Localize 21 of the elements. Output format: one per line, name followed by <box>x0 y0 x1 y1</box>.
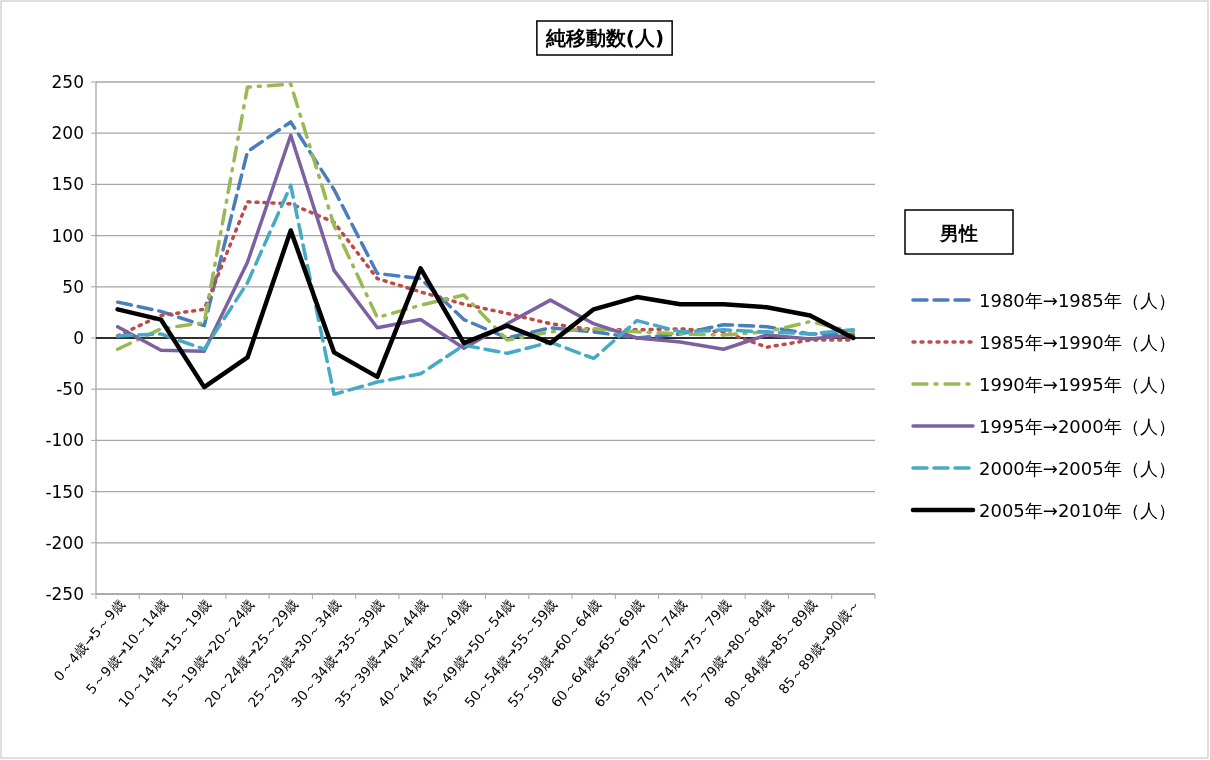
legend-label: 1985年→1990年（人） <box>979 332 1176 353</box>
y-tick-label: 50 <box>62 276 84 297</box>
legend-label: 1990年→1995年（人） <box>979 374 1176 395</box>
line-series <box>115 82 856 352</box>
chart-title: 純移動数(人) <box>544 26 665 50</box>
y-tick-label: 100 <box>51 225 84 246</box>
y-tick-label: -250 <box>45 584 84 604</box>
legend-title: 男性 <box>939 222 978 244</box>
legend-label: 2000年→2005年（人） <box>979 458 1176 479</box>
y-tick-label: 150 <box>51 174 84 195</box>
legend-label: 1980年→1985年（人） <box>979 290 1176 311</box>
y-tick-label: 0 <box>73 328 84 348</box>
legend-label: 1995年→2000年（人） <box>979 416 1176 437</box>
y-tick-label: 200 <box>51 123 84 144</box>
y-tick-label: -150 <box>45 481 84 502</box>
line-series <box>115 183 856 397</box>
y-tick-label: -200 <box>45 532 84 553</box>
legend-label: 2005年→2010年（人） <box>979 500 1176 521</box>
y-tick-label: -50 <box>56 379 84 400</box>
y-tick-label: -100 <box>45 430 84 451</box>
y-tick-label: 250 <box>51 72 84 92</box>
